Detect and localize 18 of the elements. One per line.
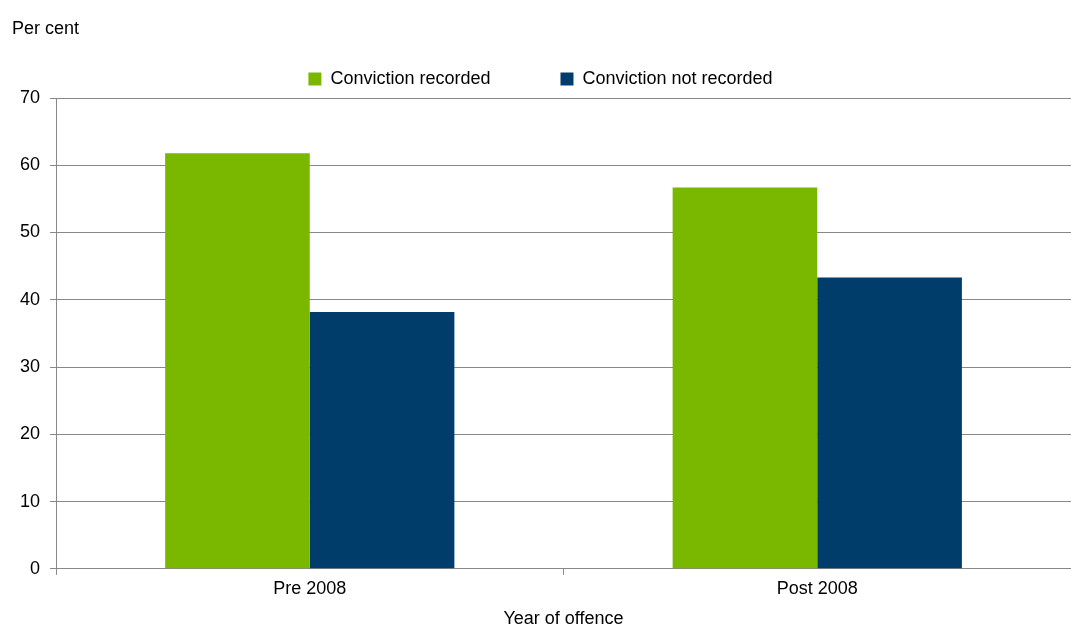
y-tick-label: 50 [19,221,41,242]
legend-label: Conviction recorded [330,67,491,88]
y-tick-label: 20 [19,423,41,444]
y-tick-label: 70 [19,86,41,107]
y-tick-label: 0 [30,557,41,578]
x-tick-label: Post 2008 [776,577,858,598]
x-tick-label: Pre 2008 [273,577,347,598]
bar [309,311,455,569]
y-tick-label: 10 [19,490,41,511]
bar [165,153,310,569]
bar [672,187,818,569]
y-axis-title: Per cent [12,17,80,38]
x-axis-title: Year of offence [503,608,624,629]
y-tick-label: 30 [19,356,41,376]
y-tick-label: 40 [19,288,41,309]
y-tick-label: 60 [19,154,41,175]
bar [817,277,962,569]
legend-label: Conviction not recorded [582,67,773,88]
